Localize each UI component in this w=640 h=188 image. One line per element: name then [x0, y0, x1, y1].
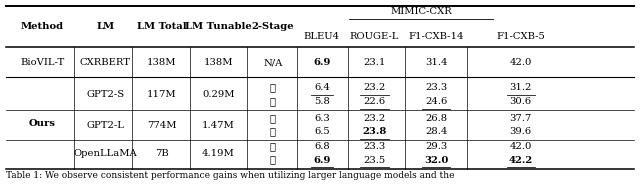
Text: 774M: 774M: [147, 121, 177, 130]
Text: 117M: 117M: [147, 90, 177, 99]
Text: MIMIC-CXR: MIMIC-CXR: [390, 7, 452, 16]
Text: 26.8: 26.8: [425, 114, 447, 123]
Text: BLEU4: BLEU4: [304, 32, 340, 41]
Text: ✗: ✗: [270, 114, 276, 123]
Text: F1-CXB-14: F1-CXB-14: [408, 32, 464, 41]
Text: 4.19M: 4.19M: [202, 149, 235, 158]
Text: CXRBERT: CXRBERT: [80, 58, 131, 67]
Text: 24.6: 24.6: [425, 97, 447, 106]
Text: 23.8: 23.8: [362, 127, 387, 136]
Text: 22.6: 22.6: [364, 97, 386, 106]
Text: 39.6: 39.6: [509, 127, 532, 136]
Text: 6.9: 6.9: [313, 156, 331, 165]
Text: 42.2: 42.2: [509, 156, 533, 165]
Text: 2-Stage: 2-Stage: [252, 22, 294, 31]
Text: 23.2: 23.2: [364, 83, 386, 92]
Text: 138M: 138M: [147, 58, 177, 67]
Text: ✗: ✗: [270, 142, 276, 151]
Text: 7B: 7B: [155, 149, 169, 158]
Text: GPT2-S: GPT2-S: [86, 90, 125, 99]
Text: ✓: ✓: [270, 127, 276, 136]
Text: Table 1: We observe consistent performance gains when utilizing larger language : Table 1: We observe consistent performan…: [6, 171, 455, 180]
Text: Method: Method: [20, 22, 64, 31]
Text: 6.4: 6.4: [314, 83, 330, 92]
Text: LM: LM: [97, 22, 115, 31]
Text: 28.4: 28.4: [425, 127, 447, 136]
Text: 42.0: 42.0: [509, 58, 532, 67]
Text: ✗: ✗: [270, 83, 276, 92]
Text: GPT2-L: GPT2-L: [86, 121, 124, 130]
Text: 23.5: 23.5: [364, 156, 386, 165]
Text: ✓: ✓: [270, 97, 276, 106]
Text: N/A: N/A: [263, 58, 283, 67]
Text: BioVIL-T: BioVIL-T: [20, 58, 64, 67]
Text: OpenLLaMA: OpenLLaMA: [74, 149, 138, 158]
Text: 31.4: 31.4: [425, 58, 447, 67]
Text: F1-CXB-5: F1-CXB-5: [496, 32, 545, 41]
Text: 37.7: 37.7: [509, 114, 532, 123]
Text: 23.2: 23.2: [364, 114, 386, 123]
Text: 42.0: 42.0: [509, 142, 532, 151]
Text: ✓: ✓: [270, 156, 276, 165]
Text: LM Total: LM Total: [137, 22, 187, 31]
Text: 6.5: 6.5: [314, 127, 330, 136]
Text: 6.8: 6.8: [314, 142, 330, 151]
Text: 30.6: 30.6: [509, 97, 532, 106]
Text: 29.3: 29.3: [425, 142, 447, 151]
Text: 6.9: 6.9: [313, 58, 331, 67]
Text: 23.3: 23.3: [425, 83, 447, 92]
Text: 138M: 138M: [204, 58, 233, 67]
Text: ROUGE-L: ROUGE-L: [350, 32, 399, 41]
Text: 6.3: 6.3: [314, 114, 330, 123]
Text: LM Tunable: LM Tunable: [185, 22, 252, 31]
Text: Ours: Ours: [29, 119, 56, 128]
Text: 31.2: 31.2: [509, 83, 532, 92]
Text: 0.29M: 0.29M: [202, 90, 235, 99]
Text: 23.1: 23.1: [364, 58, 386, 67]
Text: 1.47M: 1.47M: [202, 121, 235, 130]
Text: 23.3: 23.3: [364, 142, 386, 151]
Text: 5.8: 5.8: [314, 97, 330, 106]
Text: 32.0: 32.0: [424, 156, 448, 165]
